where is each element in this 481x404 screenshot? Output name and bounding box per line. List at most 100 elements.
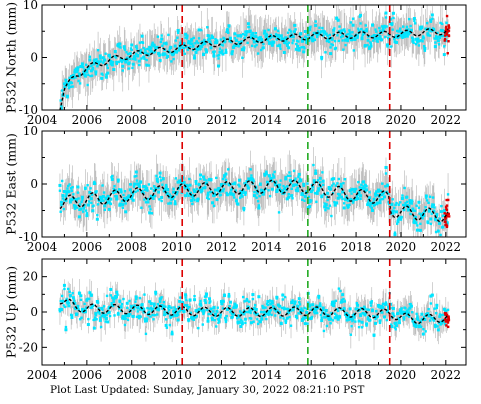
observation-point: [186, 48, 190, 51]
observation-point: [242, 312, 246, 316]
observation-point: [427, 314, 431, 318]
observation-point: [215, 176, 218, 180]
observation-point: [240, 48, 244, 52]
observation-point: [273, 170, 276, 174]
observation-point: [356, 303, 360, 307]
observation-point: [65, 81, 68, 84]
observation-point: [330, 43, 333, 46]
observation-point: [321, 311, 324, 314]
observation-point: [107, 53, 111, 57]
observation-point: [417, 200, 421, 204]
plot-area: [58, 131, 451, 237]
observation-point: [384, 185, 387, 188]
observation-point: [121, 64, 125, 68]
model-line: [59, 28, 449, 110]
observation-point: [254, 35, 258, 39]
observation-point: [142, 46, 145, 50]
observation-point: [69, 187, 73, 190]
observation-point: [87, 65, 91, 69]
y-tick-label: 10: [23, 124, 38, 138]
observation-point: [287, 310, 291, 314]
observation-point: [117, 180, 120, 183]
observation-point: [230, 187, 234, 190]
observation-point: [208, 301, 211, 304]
observation-point: [320, 319, 324, 323]
observation-point: [313, 312, 317, 315]
observation-point: [123, 48, 127, 51]
observation-point: [421, 40, 424, 43]
observation-point: [202, 310, 206, 314]
observation-point: [119, 305, 123, 309]
observation-point: [124, 210, 128, 214]
observation-point: [425, 196, 428, 199]
observation-point: [199, 44, 203, 48]
observation-point: [163, 310, 166, 313]
y-tick-label: -10: [19, 230, 38, 244]
observation-point: [76, 69, 80, 72]
observation-point: [131, 194, 134, 198]
observation-point: [324, 315, 328, 319]
observation-point: [277, 211, 281, 214]
observation-point: [327, 40, 331, 44]
observation-point: [427, 201, 430, 205]
observation-point: [229, 310, 232, 314]
observation-point: [305, 190, 309, 194]
observation-point: [234, 44, 237, 48]
observation-point: [438, 221, 442, 225]
observation-point: [222, 300, 225, 303]
observation-point: [149, 187, 153, 190]
observation-point: [303, 199, 306, 203]
observation-point: [274, 33, 278, 36]
observation-point: [317, 294, 321, 298]
observation-point: [377, 36, 381, 40]
observation-point: [186, 307, 190, 310]
observation-point: [261, 306, 265, 310]
observation-point: [60, 105, 63, 108]
observation-point: [371, 23, 375, 27]
observation-point: [95, 217, 99, 221]
observation-point: [359, 22, 362, 25]
observation-point: [430, 212, 433, 215]
observation-point: [300, 307, 303, 310]
observation-point: [164, 42, 168, 46]
observation-point: [156, 180, 160, 184]
observation-point: [104, 317, 108, 321]
y-axis: [42, 4, 466, 111]
observation-point: [312, 163, 315, 167]
observation-point: [223, 37, 226, 41]
observation-point: [411, 207, 415, 211]
observation-point: [385, 184, 389, 188]
observation-point: [58, 189, 62, 192]
observation-point: [67, 86, 71, 90]
observation-point: [320, 316, 323, 319]
observation-point: [417, 206, 421, 209]
observation-point: [300, 192, 304, 196]
observation-point: [382, 195, 386, 199]
observation-point: [416, 37, 420, 40]
observation-point: [301, 39, 305, 43]
observation-point: [331, 43, 335, 47]
recent-point: [445, 212, 448, 215]
observation-point: [87, 200, 91, 203]
observation-point: [215, 325, 218, 328]
observation-point: [123, 317, 126, 321]
observation-point: [229, 309, 233, 312]
observation-point: [418, 212, 421, 215]
observation-point: [61, 197, 65, 200]
observation-point: [167, 305, 171, 309]
observation-point: [216, 317, 220, 321]
observation-point: [183, 52, 187, 55]
observation-point: [218, 186, 221, 190]
observation-point: [227, 168, 230, 171]
observation-point: [343, 300, 347, 303]
observation-point: [84, 308, 87, 311]
observation-point: [241, 295, 245, 299]
observation-point: [99, 60, 103, 63]
observation-point: [117, 188, 121, 191]
observation-point: [298, 301, 301, 304]
x-tick-label: 2016: [296, 113, 327, 127]
observation-point: [77, 79, 80, 83]
observation-point: [277, 29, 280, 33]
observation-point: [442, 209, 446, 213]
observation-point: [66, 187, 69, 190]
